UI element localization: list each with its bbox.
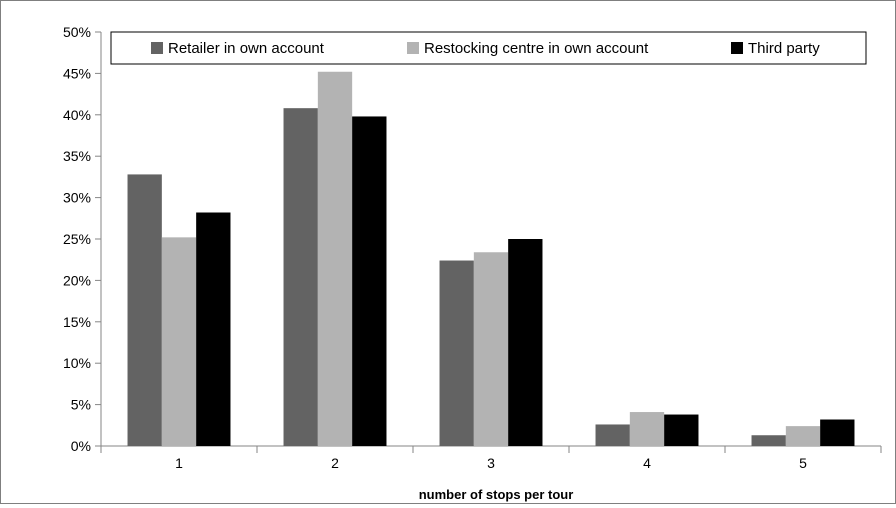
y-tick-label: 25% xyxy=(63,231,91,247)
legend-label: Restocking centre in own account xyxy=(424,40,649,57)
y-tick-label: 10% xyxy=(63,355,91,371)
y-tick-label: 40% xyxy=(63,107,91,123)
bar xyxy=(161,237,197,446)
x-tick-label: 4 xyxy=(643,455,651,471)
bar xyxy=(595,424,630,446)
y-tick-label: 20% xyxy=(63,272,91,288)
bar xyxy=(127,174,162,446)
bar xyxy=(473,252,509,446)
legend-swatch xyxy=(407,42,419,54)
bar xyxy=(283,108,318,447)
legend-label: Retailer in own account xyxy=(168,40,325,57)
y-tick-label: 0% xyxy=(71,438,91,454)
x-tick-label: 3 xyxy=(487,455,495,471)
bar xyxy=(317,71,353,446)
bar xyxy=(751,435,786,446)
y-tick-label: 15% xyxy=(63,314,91,330)
legend-swatch xyxy=(151,42,163,54)
y-tick-label: 45% xyxy=(63,65,91,81)
x-axis: 1 2 3 4 5 xyxy=(100,445,882,471)
bars xyxy=(127,71,855,447)
bar xyxy=(785,426,821,446)
bar xyxy=(196,212,231,446)
bar xyxy=(664,414,699,446)
x-tick-label: 2 xyxy=(331,455,339,471)
y-tick-label: 5% xyxy=(71,397,91,413)
x-tick-label: 5 xyxy=(799,455,807,471)
bar xyxy=(629,412,665,446)
bar xyxy=(508,239,543,446)
bar xyxy=(352,116,387,447)
y-axis: 0% 5% 10% 15% 20% 25% 30% 35% 40% 45% 50% xyxy=(63,24,102,454)
bar xyxy=(439,260,474,446)
legend-label: Third party xyxy=(748,40,820,57)
x-tick-label: 1 xyxy=(175,455,183,471)
bar xyxy=(820,419,855,446)
legend-swatch xyxy=(731,42,743,54)
y-tick-label: 30% xyxy=(63,190,91,206)
y-tick-label: 50% xyxy=(63,24,91,40)
legend: Retailer in own account Restocking centre… xyxy=(110,31,867,65)
y-tick-label: 35% xyxy=(63,148,91,164)
x-axis-title: number of stops per tour xyxy=(419,487,574,502)
